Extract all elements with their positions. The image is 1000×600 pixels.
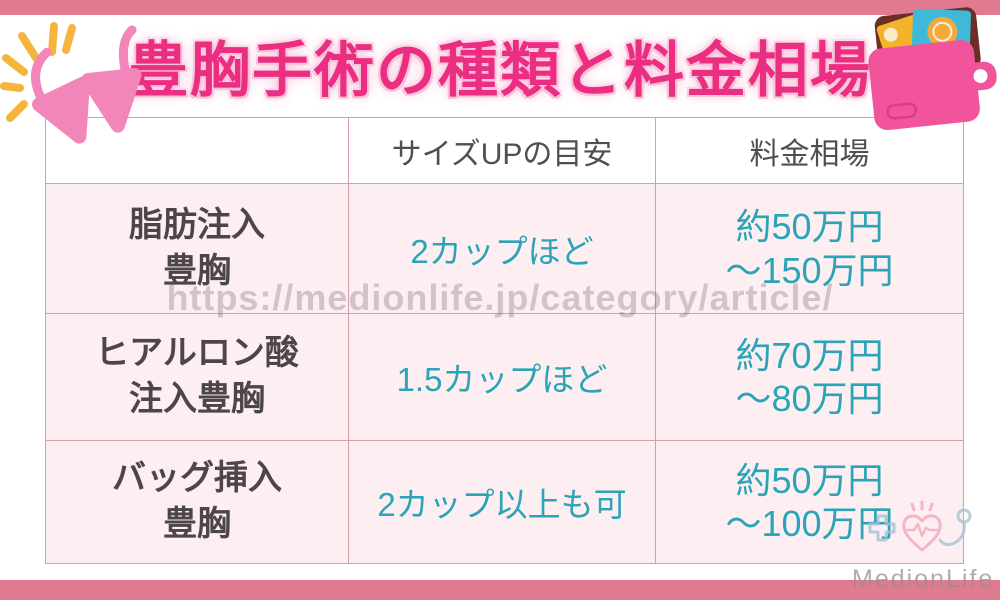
bra-shape <box>31 25 142 144</box>
size-up-cell: 2カップほど <box>348 183 656 314</box>
table-row: ヒアルロン酸 注入豊胸 1.5カップほど 約70万円 〜80万円 <box>45 313 964 441</box>
watermark-url: https://medionlife.jp/category/article/ <box>166 277 834 318</box>
table-row: 脂肪注入 豊胸 2カップほど 約50万円 〜150万円 <box>45 183 964 314</box>
table-header-row: サイズUPの目安 料金相場 <box>45 117 964 184</box>
top-border-bar <box>0 0 1000 15</box>
sparkle-rays-icon <box>0 22 76 122</box>
price-table: サイズUPの目安 料金相場 脂肪注入 豊胸 2カップほど 約50万円 〜150万… <box>45 117 964 564</box>
medionlife-logo-icon <box>868 500 972 552</box>
price-cell: 約50万円 〜150万円 <box>655 183 964 314</box>
size-up-cell: 2カップ以上も可 <box>348 440 656 564</box>
surgery-type-cell: バッグ挿入 豊胸 <box>45 440 349 564</box>
page-title: 豊胸手術の種類と料金相場 <box>128 37 872 104</box>
price-cell: 約70万円 〜80万円 <box>655 313 964 441</box>
medionlife-logo: MedionLife <box>852 498 992 594</box>
bra-icon <box>0 22 142 144</box>
size-header-cell: サイズUPの目安 <box>348 117 656 184</box>
surgery-type-cell: 脂肪注入 豊胸 <box>45 183 349 314</box>
price-header-cell: 料金相場 <box>655 117 964 184</box>
bottom-border-bar <box>0 580 1000 600</box>
size-up-cell: 1.5カップほど <box>348 313 656 441</box>
surgery-type-cell: ヒアルロン酸 注入豊胸 <box>45 313 349 441</box>
medionlife-logo-text: MedionLife <box>852 565 995 593</box>
wallet-icon <box>868 7 997 131</box>
table-row: バッグ挿入 豊胸 2カップ以上も可 約50万円 〜100万円 <box>45 440 964 564</box>
